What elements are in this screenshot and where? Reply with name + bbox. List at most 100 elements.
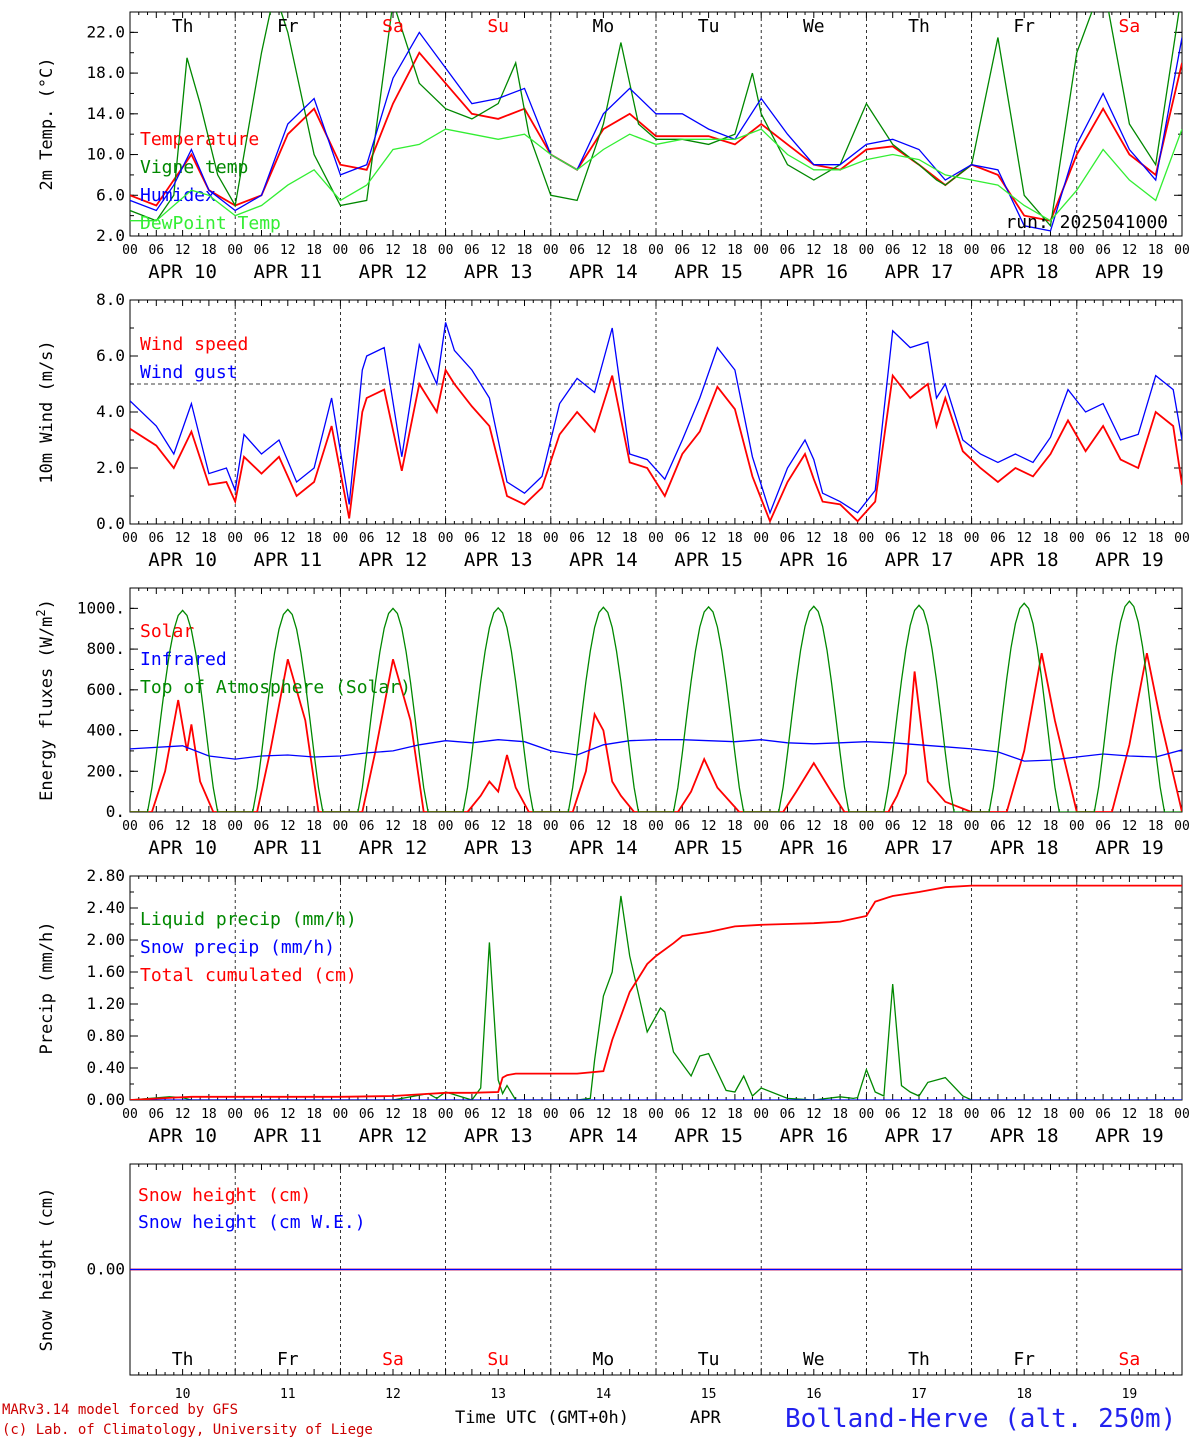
day-of-week-label: Tu: [698, 1349, 720, 1370]
hour-tick-label: 06: [569, 1107, 585, 1122]
hour-tick-label: 18: [832, 819, 848, 834]
footer: MARv3.14 model forced by GFS (c) Lab. of…: [2, 1402, 1176, 1438]
series-liquid-precip-mm-h: [130, 895, 1182, 1100]
hour-tick-label: 18: [727, 819, 743, 834]
hour-tick-label: 18: [1043, 531, 1059, 546]
series-solar: [130, 653, 1182, 812]
date-label: APR 15: [674, 837, 743, 859]
hour-tick-label: 12: [701, 243, 717, 258]
date-label: APR 13: [464, 549, 533, 571]
legend-entry: Total cumulated (cm): [140, 965, 357, 986]
hour-tick-label: 18: [937, 243, 953, 258]
legend-entry: Vigne temp: [140, 157, 248, 178]
y-tick-label: 2.40: [86, 898, 125, 917]
hour-tick-label: 00: [859, 1107, 875, 1122]
legend-entry: Humidex: [140, 185, 216, 206]
panel-3: 0. 200. 400. 600. 800. 1000. Energy fluxes (W/…: [34, 587, 1190, 859]
day-of-week-label: Th: [172, 16, 194, 37]
day-number-label: 13: [490, 1387, 506, 1402]
hour-tick-label: 12: [806, 243, 822, 258]
day-number-label: 17: [911, 1387, 927, 1402]
station-name: Bolland-Herve (alt. 250m): [785, 1404, 1176, 1434]
hour-tick-label: 12: [806, 531, 822, 546]
hour-tick-label: 00: [648, 819, 664, 834]
hour-tick-label: 06: [885, 243, 901, 258]
hour-tick-label: 00: [438, 1107, 454, 1122]
hour-tick-label: 12: [1016, 531, 1032, 546]
day-number-label: 12: [385, 1387, 401, 1402]
date-label: APR 10: [148, 837, 217, 859]
hour-tick-label: 00: [964, 1107, 980, 1122]
hour-tick-label: 00: [438, 819, 454, 834]
series-dewpoint-temp: [130, 128, 1182, 222]
hour-tick-label: 12: [911, 819, 927, 834]
date-label: APR 19: [1095, 1125, 1164, 1147]
series-top-of-atmosphere-solar: [130, 600, 1182, 812]
panel-2: 0.0 2.0 4.0 6.0 8.0 10m Wind (m/s) Wind speed W…: [37, 290, 1190, 571]
hour-tick-label: 00: [122, 531, 138, 546]
panel-5: 0.00 Snow height (cm) Snow height (cm) Snow…: [37, 1163, 1183, 1402]
plot-frame: [129, 299, 1183, 525]
hour-tick-label: 06: [359, 531, 375, 546]
hour-tick-label: 12: [280, 1107, 296, 1122]
series-wind-speed: [130, 367, 1182, 524]
y-tick-label: 6.0: [96, 346, 125, 365]
hour-tick-label: 12: [490, 243, 506, 258]
series-total-cumulated-cm: [130, 884, 1182, 1100]
hour-tick-label: 18: [1043, 243, 1059, 258]
series-vigne-temp: [130, 12, 1180, 228]
panel-4: 0.00 0.40 0.80 1.20 1.60 2.00 2.40 2.80 Precip (…: [37, 866, 1190, 1147]
day-of-week-label: We: [803, 16, 825, 37]
hour-tick-label: 18: [306, 1107, 322, 1122]
date-label: APR 11: [253, 261, 322, 283]
hour-tick-label: 18: [937, 1107, 953, 1122]
hour-tick-label: 00: [753, 243, 769, 258]
y-tick-label: 18.0: [86, 63, 125, 82]
hour-tick-label: 12: [385, 243, 401, 258]
hour-tick-label: 00: [648, 531, 664, 546]
hour-tick-label: 00: [122, 1107, 138, 1122]
y-tick-label: 2.80: [86, 866, 125, 885]
date-label: APR 12: [359, 549, 428, 571]
hour-tick-label: 12: [701, 819, 717, 834]
y-tick-label: 0.00: [86, 1090, 125, 1109]
hour-tick-label: 00: [333, 1107, 349, 1122]
y-tick-label: 22.0: [86, 22, 125, 41]
y-tick-label: 2.0: [96, 458, 125, 477]
date-label: APR 12: [359, 261, 428, 283]
hour-tick-label: 06: [464, 819, 480, 834]
run-label: run: 2025041000: [1005, 212, 1168, 233]
y-tick-label: 10.0: [86, 145, 125, 164]
legend-entry: Wind gust: [140, 362, 238, 383]
hour-tick-label: 18: [1148, 819, 1164, 834]
date-label: APR 15: [674, 261, 743, 283]
day-of-week-label: Tu: [698, 16, 720, 37]
hour-tick-label: 18: [1148, 1107, 1164, 1122]
hour-tick-label: 06: [254, 1107, 270, 1122]
date-label: APR 10: [148, 1125, 217, 1147]
date-label: APR 19: [1095, 837, 1164, 859]
y-tick-label: 1.60: [86, 962, 125, 981]
hour-tick-label: 00: [1174, 1107, 1190, 1122]
hour-tick-label: 12: [1122, 243, 1138, 258]
x-axis-title: Time UTC (GMT+0h): [455, 1408, 629, 1428]
y-axis-label-end: ): [37, 599, 57, 609]
date-label: APR 16: [779, 261, 848, 283]
hour-tick-label: 12: [701, 531, 717, 546]
day-number-label: 11: [280, 1387, 296, 1402]
hour-tick-label: 00: [1069, 1107, 1085, 1122]
hour-tick-label: 18: [727, 531, 743, 546]
date-label: APR 18: [990, 549, 1059, 571]
day-number-label: 16: [806, 1387, 822, 1402]
hour-tick-label: 00: [227, 1107, 243, 1122]
date-label: APR 17: [885, 261, 954, 283]
hour-tick-label: 06: [885, 531, 901, 546]
series-humidex: [130, 31, 1182, 232]
plot-frame: [129, 587, 1183, 813]
series-temperature: [130, 51, 1182, 222]
hour-tick-label: 06: [464, 531, 480, 546]
hour-tick-label: 18: [517, 819, 533, 834]
hour-tick-label: 06: [359, 1107, 375, 1122]
legend-entry: Temperature: [140, 129, 259, 150]
hour-tick-label: 18: [306, 531, 322, 546]
